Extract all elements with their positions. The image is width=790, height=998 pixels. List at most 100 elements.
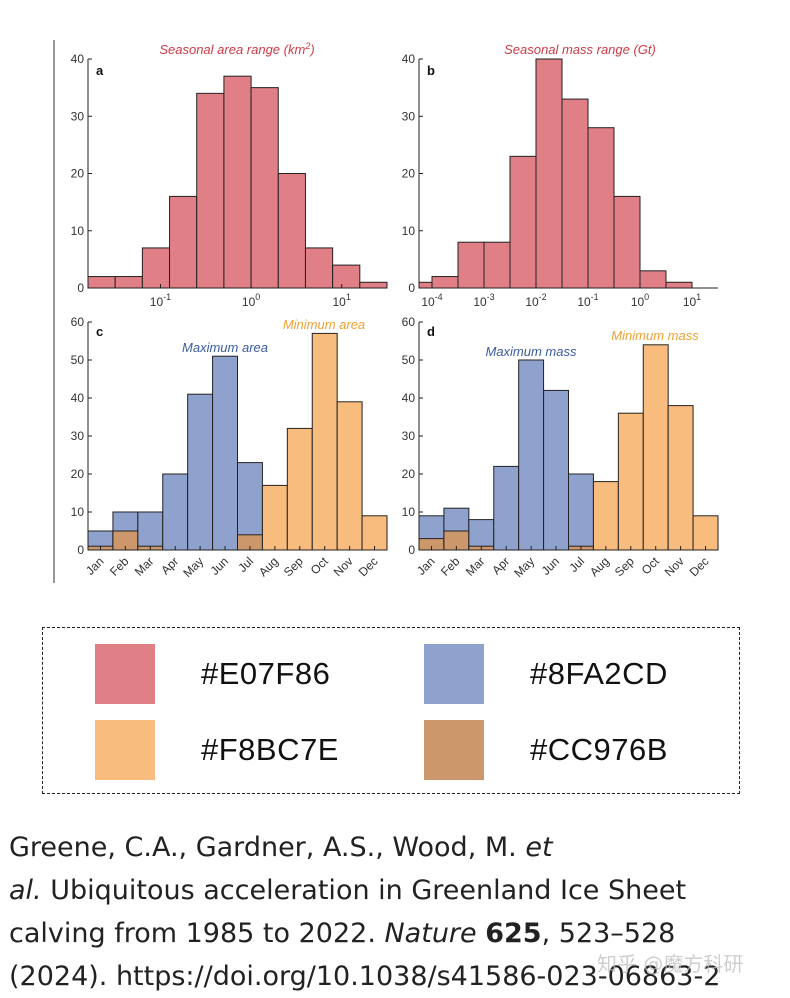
legend-label-red: #E07F86 bbox=[201, 656, 331, 691]
c-xtick-label: Mar bbox=[132, 554, 157, 579]
panel-b: 0 10 20 30 40 10-4 10-3 10-2 10-1 100 101 b Seasonal… bbox=[402, 42, 718, 309]
legend-swatch-orange bbox=[95, 720, 155, 780]
c-xtick-label: Apr bbox=[158, 554, 181, 577]
legend-label-blue: #8FA2CD bbox=[530, 656, 668, 691]
b-bar-8 bbox=[613, 195, 641, 289]
d-ytick-label: 50 bbox=[402, 353, 416, 367]
a-bar-6 bbox=[250, 87, 279, 289]
c-xtick-label: Sep bbox=[281, 554, 306, 579]
color-legend: #E07F86 #8FA2CD #F8BC7E #CC976B bbox=[42, 627, 740, 794]
c-bar-Aug bbox=[261, 484, 288, 551]
c-ytick-label: 50 bbox=[71, 353, 85, 367]
b-bar-10 bbox=[665, 281, 693, 289]
citation-authors: Greene, C.A., Gardner, A.S., Wood, M. bbox=[9, 832, 526, 863]
citation-et: et bbox=[525, 832, 553, 863]
a-bar-3 bbox=[169, 195, 198, 289]
citation-pages: , 523–528 bbox=[541, 918, 676, 949]
b-ytick-label: 20 bbox=[402, 167, 416, 181]
b-xtick-label: 101 bbox=[683, 292, 701, 309]
c-xtick-label: Jun bbox=[208, 554, 232, 578]
legend-swatch-blue bbox=[424, 644, 484, 704]
d-xtick-label: May bbox=[511, 554, 537, 580]
a-panel-letter: a bbox=[96, 63, 104, 78]
d-ytick-label: 20 bbox=[402, 467, 416, 481]
d-bar-Apr bbox=[493, 465, 520, 551]
b-ytick-label: 30 bbox=[402, 109, 416, 123]
d-xtick-label: Apr bbox=[489, 554, 512, 577]
c-label-minimum: Minimum area bbox=[283, 317, 365, 332]
b-panel-letter: b bbox=[427, 63, 435, 78]
b-xtick-label: 100 bbox=[631, 292, 649, 309]
legend-label-orange: #F8BC7E bbox=[201, 732, 339, 767]
c-ytick-label: 60 bbox=[71, 315, 85, 329]
c-bar-Nov bbox=[336, 401, 363, 551]
c-xtick-label: May bbox=[180, 554, 206, 580]
d-xtick-label: Sep bbox=[612, 554, 637, 579]
citation-line-2: al. Ubiquitous acceleration in Greenland… bbox=[9, 869, 788, 912]
legend-swatch-red bbox=[95, 644, 155, 704]
d-bar-May bbox=[518, 359, 545, 551]
d-xtick-label: Mar bbox=[463, 554, 488, 579]
b-xtick-label: 10-1 bbox=[577, 292, 598, 309]
d-ytick-label: 30 bbox=[402, 429, 416, 443]
a-ytick-label: 20 bbox=[71, 167, 85, 181]
c-bar-Jun bbox=[212, 355, 238, 551]
citation-line-3: calving from 1985 to 2022. Nature 625, 5… bbox=[9, 912, 788, 955]
d-bar-Nov bbox=[667, 405, 694, 551]
citation-space bbox=[477, 918, 486, 949]
c-ytick-label: 30 bbox=[71, 429, 85, 443]
a-bar-7 bbox=[277, 173, 306, 289]
c-ytick-label: 20 bbox=[71, 467, 85, 481]
a-xtick-label: 101 bbox=[333, 292, 351, 309]
c-xtick-label: Aug bbox=[256, 554, 281, 579]
b-bar-6 bbox=[561, 98, 589, 289]
a-ytick-label: 30 bbox=[71, 109, 85, 123]
c-ytick-label: 0 bbox=[77, 543, 84, 557]
c-bar-Sep bbox=[286, 427, 313, 551]
d-xtick-label: Jan bbox=[414, 554, 438, 578]
d-label-maximum: Maximum mass bbox=[485, 344, 577, 359]
a-bar-9 bbox=[332, 264, 361, 289]
d-ytick-label: 40 bbox=[402, 391, 416, 405]
b-bar-0 bbox=[418, 281, 433, 289]
a-xtick-label: 10-1 bbox=[150, 292, 171, 309]
d-ytick-label: 0 bbox=[408, 543, 415, 557]
b-bar-3 bbox=[483, 241, 511, 289]
c-ytick-label: 10 bbox=[71, 505, 85, 519]
d-bar-Mar bbox=[468, 519, 495, 551]
d-xtick-label: Jul bbox=[566, 554, 587, 575]
c-xtick-label: Oct bbox=[308, 554, 332, 578]
c-bar-Apr bbox=[162, 473, 189, 551]
d-xtick-label: Nov bbox=[662, 554, 687, 579]
b-ytick-label: 0 bbox=[408, 281, 415, 295]
d-bar-Sep bbox=[617, 412, 644, 551]
citation: Greene, C.A., Gardner, A.S., Wood, M. et… bbox=[9, 826, 788, 998]
watermark: 知乎 @魔方科研 bbox=[597, 952, 744, 976]
d-bar-Jul bbox=[568, 473, 594, 551]
d-xtick-label: Dec bbox=[687, 554, 712, 579]
c-xtick-label: Feb bbox=[107, 554, 132, 579]
citation-al: al. bbox=[9, 875, 42, 906]
b-bar-1 bbox=[431, 276, 459, 289]
c-bar-Mar bbox=[137, 511, 164, 551]
b-bar-5 bbox=[535, 58, 563, 289]
d-ytick-label: 60 bbox=[402, 315, 416, 329]
citation-doi[interactable]: (2024). https://doi.org/10.1038/s41586-0… bbox=[9, 961, 721, 992]
b-bar-2 bbox=[457, 241, 485, 289]
c-xtick-label: Jan bbox=[83, 554, 107, 578]
d-label-minimum: Minimum mass bbox=[611, 328, 699, 343]
c-xtick-label: Nov bbox=[331, 554, 356, 579]
a-bar-2 bbox=[141, 247, 171, 289]
c-bar-Dec bbox=[361, 515, 388, 551]
b-ytick-label: 10 bbox=[402, 224, 416, 238]
citation-line-1: Greene, C.A., Gardner, A.S., Wood, M. et bbox=[9, 826, 788, 869]
citation-journal: Nature bbox=[384, 918, 477, 949]
d-xtick-label: Jun bbox=[539, 554, 563, 578]
b-panel-title: Seasonal mass range (Gt) bbox=[504, 42, 656, 57]
a-bar-8 bbox=[304, 247, 334, 289]
legend-label-brown: #CC976B bbox=[530, 732, 668, 767]
a-bar-1 bbox=[114, 276, 143, 289]
a-bar-0 bbox=[87, 276, 116, 289]
